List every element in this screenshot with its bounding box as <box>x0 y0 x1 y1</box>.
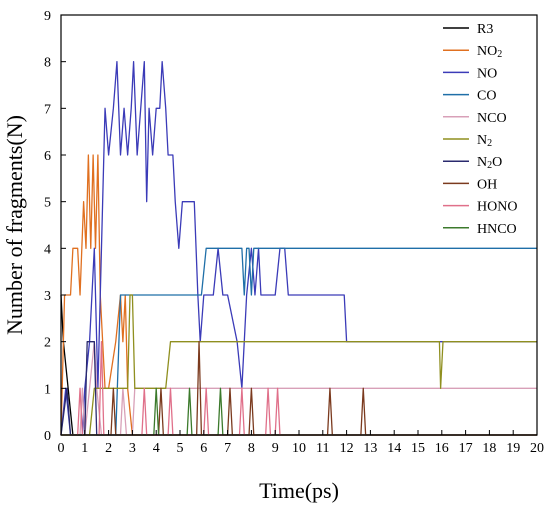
legend: R3 NO2 NO CO NCO N2 N2O OH HONO HNCO <box>443 22 517 237</box>
y-tick-label: 7 <box>44 102 51 117</box>
x-tick-label: 17 <box>459 441 473 456</box>
legend-label-no2: NO2 <box>477 44 502 60</box>
x-tick-label: 3 <box>129 441 136 456</box>
series-line-nco <box>61 341 537 436</box>
legend-label-n2: N2 <box>477 133 492 149</box>
legend-label-n2o: N2O <box>477 155 502 171</box>
x-axis-title: Time(ps) <box>259 478 339 503</box>
legend-label-nco: NCO <box>477 111 507 126</box>
series-line-co <box>61 247 537 436</box>
series-line-n2 <box>61 294 537 436</box>
x-tick-label: 6 <box>200 441 207 456</box>
x-tick-label: 14 <box>387 441 401 456</box>
x-tick-label: 2 <box>105 441 112 456</box>
series-line-no2 <box>60 154 537 436</box>
y-tick-label: 2 <box>44 336 51 351</box>
series-line-no <box>60 61 537 436</box>
legend-label-oh: OH <box>477 177 497 192</box>
x-tick-label: 9 <box>272 441 279 456</box>
x-tick-label: 11 <box>316 441 329 456</box>
x-tick-label: 10 <box>292 441 306 456</box>
x-tick-label: 7 <box>224 441 231 456</box>
x-tick-label: 13 <box>363 441 377 456</box>
y-tick-label: 5 <box>44 196 51 211</box>
y-tick-label: 4 <box>44 242 51 257</box>
y-tick-label: 6 <box>44 149 51 164</box>
x-tick-label: 4 <box>153 441 160 456</box>
x-tick-label: 16 <box>435 441 449 456</box>
series-line-hnco <box>61 387 537 436</box>
legend-label-r3: R3 <box>477 22 493 37</box>
x-tick-label: 5 <box>177 441 184 456</box>
y-tick-label: 9 <box>44 9 51 24</box>
y-tick-label: 1 <box>44 382 51 397</box>
y-tick-label: 0 <box>44 429 51 444</box>
x-tick-label: 8 <box>248 441 255 456</box>
x-tick-label: 20 <box>530 441 544 456</box>
y-axis-ticks: 0 1 2 3 4 5 6 7 8 9 <box>44 9 66 444</box>
legend-label-hono: HONO <box>477 200 517 215</box>
legend-label-no: NO <box>477 66 497 81</box>
x-tick-label: 19 <box>506 441 520 456</box>
x-tick-label: 1 <box>81 441 88 456</box>
series-line-n2o <box>60 341 537 436</box>
x-tick-label: 0 <box>58 441 65 456</box>
x-tick-label: 15 <box>411 441 425 456</box>
y-tick-label: 3 <box>44 289 51 304</box>
legend-label-co: CO <box>477 89 496 104</box>
x-axis-ticks: 0 1 2 3 4 5 6 7 8 9 10 11 12 13 14 15 16 17 18 19 20 <box>58 430 544 456</box>
x-tick-label: 18 <box>482 441 496 456</box>
y-axis-title: Number of fragments(N) <box>2 115 27 335</box>
legend-label-hnco: HNCO <box>477 222 517 237</box>
x-tick-label: 12 <box>340 441 354 456</box>
plot-lines <box>60 61 537 436</box>
y-tick-label: 8 <box>44 56 51 71</box>
